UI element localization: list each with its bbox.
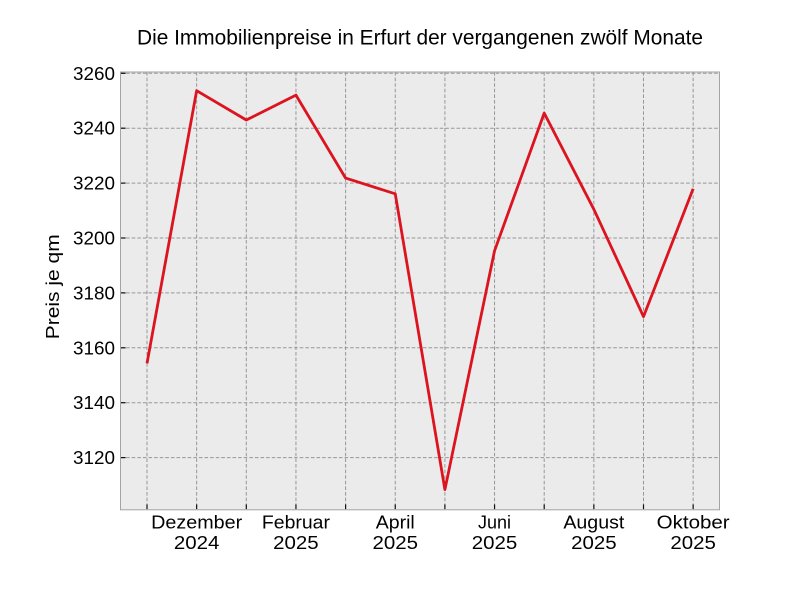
svg-text:3160: 3160 xyxy=(73,338,115,358)
svg-text:Die Immobilienpreise in Erfurt: Die Immobilienpreise in Erfurt der verga… xyxy=(137,26,703,49)
svg-text:Juni: Juni xyxy=(478,513,511,533)
svg-text:2025: 2025 xyxy=(273,533,319,553)
svg-text:Oktober: Oktober xyxy=(657,513,730,533)
svg-text:3260: 3260 xyxy=(73,64,115,84)
svg-text:2025: 2025 xyxy=(670,533,716,553)
svg-text:2025: 2025 xyxy=(571,533,617,553)
svg-text:3220: 3220 xyxy=(73,174,115,194)
svg-text:Februar: Februar xyxy=(262,513,330,533)
svg-text:April: April xyxy=(376,513,415,533)
svg-text:Dezember: Dezember xyxy=(151,513,242,533)
svg-text:3120: 3120 xyxy=(73,448,115,468)
svg-text:Preis je qm: Preis je qm xyxy=(42,234,63,339)
svg-text:3140: 3140 xyxy=(73,393,115,413)
svg-text:August: August xyxy=(563,513,624,533)
svg-text:3240: 3240 xyxy=(73,119,115,139)
svg-text:3200: 3200 xyxy=(73,229,115,249)
svg-text:2025: 2025 xyxy=(373,533,419,553)
svg-text:2025: 2025 xyxy=(472,533,518,553)
svg-text:3180: 3180 xyxy=(73,283,115,303)
svg-text:2024: 2024 xyxy=(174,533,220,553)
